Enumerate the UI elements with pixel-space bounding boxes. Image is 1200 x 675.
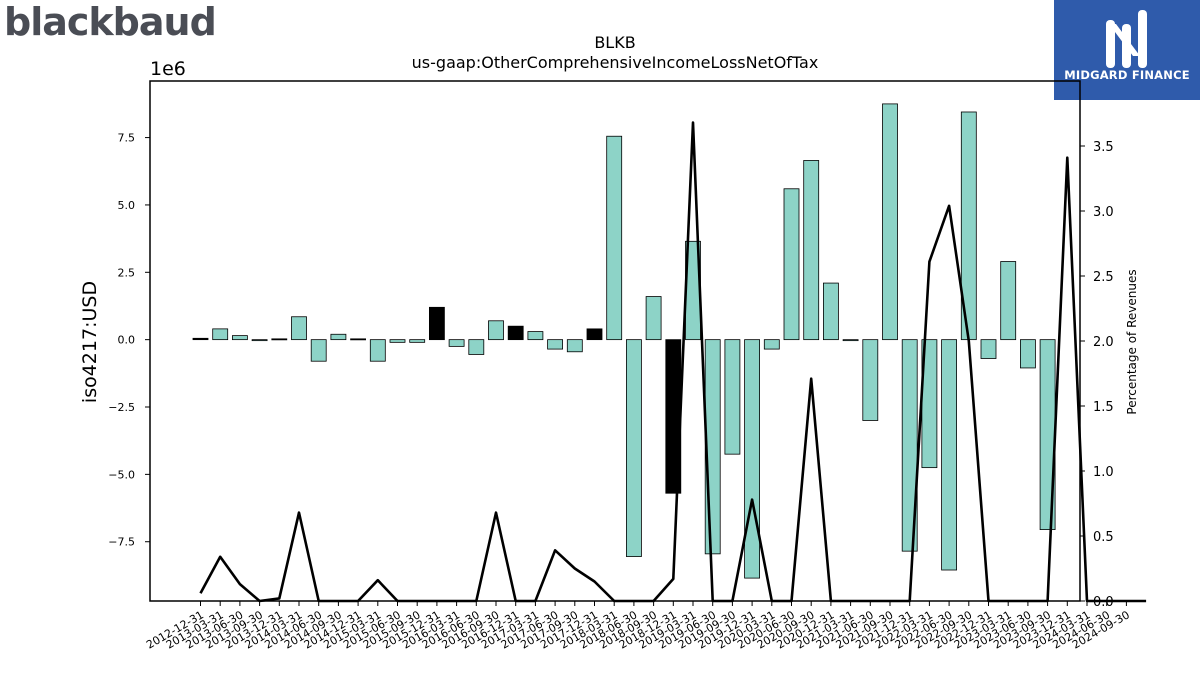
bar <box>823 282 839 341</box>
bar <box>724 339 741 455</box>
bar <box>744 339 760 579</box>
bar <box>212 328 229 341</box>
bar <box>645 296 662 341</box>
y-offset-label: 1e6 <box>150 58 186 80</box>
bar <box>1000 261 1017 341</box>
y2-tick-label: 1.0 <box>1093 465 1114 480</box>
bar <box>409 339 426 343</box>
bar <box>842 339 859 342</box>
bar <box>980 339 997 359</box>
bar <box>606 135 623 341</box>
bar <box>803 160 820 341</box>
y2-tick-label: 0.0 <box>1093 595 1114 610</box>
y2-tick-label: 3.5 <box>1093 140 1114 155</box>
chart-subtitle: us-gaap:OtherComprehensiveIncomeLossNetO… <box>412 53 819 72</box>
y2-tick-label: 0.5 <box>1093 530 1114 545</box>
bar <box>547 339 563 350</box>
bar <box>488 320 504 341</box>
bar <box>527 331 544 341</box>
y-tick-label: 5.0 <box>118 199 136 212</box>
midgard-logo-icon <box>1106 10 1147 68</box>
y-tick-label: 7.5 <box>118 132 136 145</box>
y-tick-label: 0.0 <box>118 334 136 347</box>
bar <box>566 339 583 353</box>
bar <box>882 103 898 341</box>
bar <box>428 306 445 341</box>
y-tick-label: 2.5 <box>118 266 136 279</box>
midgard-finance-label: MIDGARD FINANCE <box>1064 68 1190 82</box>
y2-tick-label: 2.5 <box>1093 270 1114 285</box>
bar <box>783 188 800 341</box>
bar <box>1020 339 1036 369</box>
y2-axis-label: Percentage of Revenues <box>1125 269 1139 414</box>
bar <box>192 337 209 341</box>
bar <box>448 339 465 347</box>
bar <box>350 338 367 341</box>
chart-title: BLKB <box>594 33 635 52</box>
bar <box>507 325 524 341</box>
bar <box>271 338 288 341</box>
y-tick-label: −7.5 <box>108 536 135 549</box>
y2-tick-label: 3.0 <box>1093 205 1114 220</box>
bar <box>941 339 957 571</box>
bar <box>586 328 603 341</box>
bar <box>231 335 248 341</box>
bar <box>310 339 327 362</box>
blackbaud-logo: blackbaud <box>4 0 217 44</box>
y2-tick-label: 2.0 <box>1093 335 1114 350</box>
y-axis-label: iso4217:USD <box>79 281 101 403</box>
bar <box>251 339 268 342</box>
y-tick-label: −5.0 <box>108 468 135 481</box>
y2-tick-label: 1.5 <box>1093 400 1114 415</box>
bar <box>389 339 406 343</box>
bar <box>626 339 642 557</box>
bar <box>468 339 485 355</box>
y-tick-label: −2.5 <box>108 401 135 414</box>
bar <box>763 339 780 350</box>
bar <box>862 339 879 421</box>
bar <box>369 339 386 362</box>
bar <box>291 316 307 341</box>
midgard-finance-logo: MIDGARD FINANCE <box>1054 0 1200 100</box>
bar <box>330 333 347 341</box>
bar <box>901 339 918 552</box>
